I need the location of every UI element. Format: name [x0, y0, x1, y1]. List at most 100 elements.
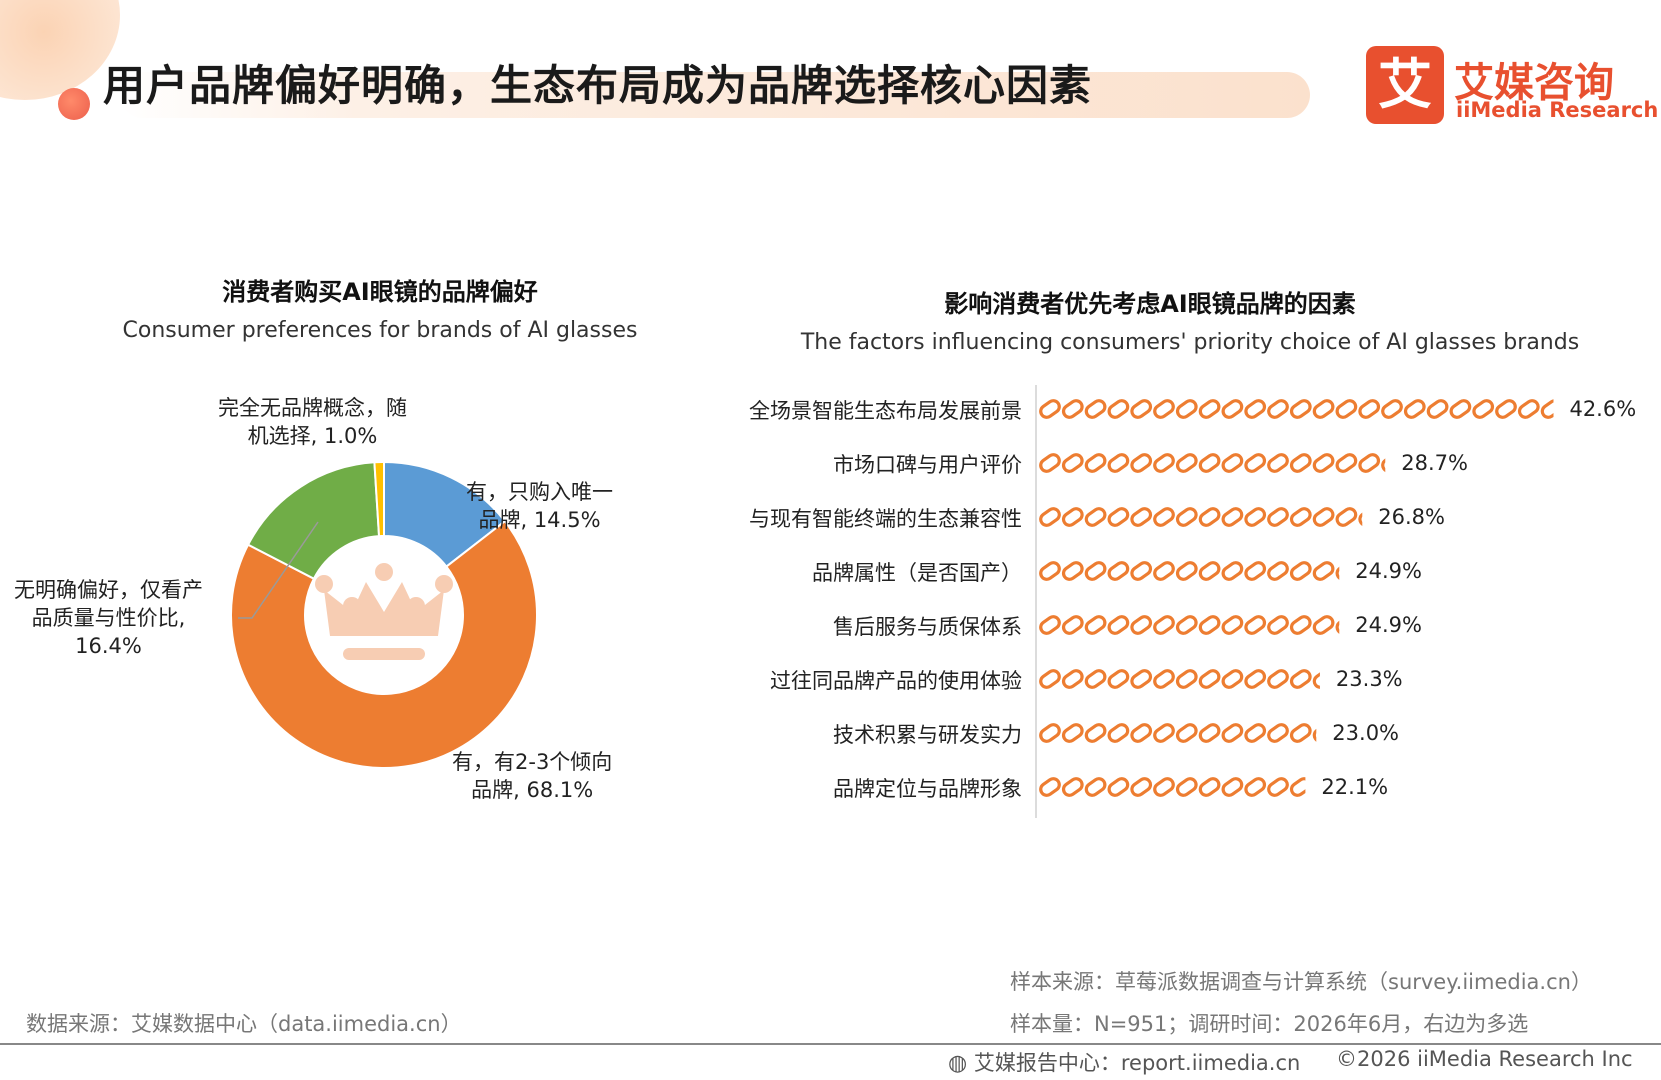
data-source-note: 数据来源：艾媒数据中心（data.iimedia.cn） [26, 1012, 462, 1036]
crown-jewel [435, 575, 453, 593]
crown-jewel [407, 597, 425, 615]
bar [1039, 615, 1340, 635]
slice-label-line: 16.4% [75, 634, 142, 658]
chain-link-icon [1289, 399, 1312, 419]
chain-link-icon [1335, 615, 1340, 635]
chain-link-icon [1107, 615, 1130, 635]
donut-slice [246, 461, 381, 581]
crown-icon [315, 563, 453, 660]
chain-link-icon [1039, 669, 1061, 689]
chain-link-icon [1153, 723, 1175, 743]
chain-link-icon [1426, 399, 1449, 419]
chain-link-icon [1563, 398, 1586, 419]
chain-link-icon [1061, 669, 1084, 689]
chain-link-icon [1175, 723, 1198, 743]
chain-link-icon [1244, 723, 1267, 743]
slice-label-line: 有，有2-3个倾向 [452, 750, 613, 774]
chain-link-icon [1358, 453, 1381, 473]
chain-link-icon [1221, 507, 1244, 527]
chain-link-icon [1381, 453, 1386, 473]
chain-link-icon [1267, 615, 1289, 635]
donut-chart-title: 消费者购买AI眼镜的品牌偏好 [222, 278, 538, 306]
chain-link-icon [1198, 453, 1221, 473]
chain-link-icon [1335, 561, 1340, 581]
chain-link-icon [1084, 777, 1107, 797]
report-center-link[interactable]: ◍ 艾媒报告中心：report.iimedia.cn [948, 1047, 1300, 1077]
chain-link-icon [1039, 453, 1061, 473]
sample-source-note: 样本来源：草莓派数据调查与计算系统（survey.iimedia.cn） [1010, 970, 1592, 994]
value-label: 28.7% [1401, 451, 1468, 475]
value-label: 26.8% [1378, 505, 1445, 529]
chain-link-icon [1221, 723, 1244, 743]
chain-link-icon [1153, 453, 1175, 473]
chain-link-icon [1084, 453, 1107, 473]
chain-link-icon [1358, 399, 1381, 419]
chain-link-icon [1267, 453, 1289, 473]
slice-label-line: 完全无品牌概念，随 [218, 396, 407, 420]
value-label: 42.6% [1569, 397, 1636, 421]
slice-label-line: 品牌, 68.1% [471, 778, 594, 802]
chain-link-icon [1107, 507, 1130, 527]
bar [1039, 507, 1363, 527]
chain-link-icon [1244, 453, 1267, 473]
chain-link-icon [1107, 777, 1130, 797]
slice-label-line: 有，只购入唯一 [466, 480, 613, 504]
chain-link-icon [1221, 615, 1244, 635]
bar-links [1039, 723, 1317, 743]
chain-link-icon [1335, 399, 1358, 419]
category-label: 过往同品牌产品的使用体验 [770, 669, 1022, 693]
slice-label-only-one-brand: 有，只购入唯一 品牌, 14.5% [466, 478, 613, 534]
chain-link-icon [1084, 507, 1107, 527]
chain-link-icon [1335, 668, 1358, 689]
corner-decoration [0, 0, 120, 100]
bar-links [1039, 777, 1306, 797]
chain-link-icon [1061, 723, 1084, 743]
category-label: 技术积累与研发实力 [833, 723, 1022, 747]
chain-link-icon [1335, 507, 1358, 527]
chain-link-icon [1039, 561, 1061, 581]
bar [1039, 723, 1317, 743]
chain-link-icon [1495, 399, 1517, 419]
chain-link-icon [1289, 453, 1312, 473]
chain-link-icon [1153, 777, 1175, 797]
chain-link-icon [1130, 669, 1153, 689]
chain-link-icon [1221, 777, 1244, 797]
chain-link-icon [1198, 507, 1221, 527]
chain-link-icon [1198, 777, 1221, 797]
chain-link-icon [1198, 399, 1221, 419]
chain-link-icon [1221, 561, 1244, 581]
value-label: 23.0% [1332, 721, 1399, 745]
donut-slice [230, 519, 538, 769]
chain-link-icon [1039, 777, 1061, 797]
chain-link-icon [1221, 453, 1244, 473]
chain-link-icon [1198, 561, 1221, 581]
chain-link-icon [1289, 615, 1312, 635]
chain-link-icon [1084, 669, 1107, 689]
slice-label-no-brand-concept: 完全无品牌概念，随 机选择, 1.0% [218, 394, 407, 450]
chain-link-icon [1084, 723, 1107, 743]
chain-link-icon [1244, 615, 1267, 635]
chain-link-icon [1267, 399, 1289, 419]
report-center-text: 艾媒报告中心：report.iimedia.cn [973, 1051, 1301, 1075]
copyright: ©2026 iiMedia Research Inc [1336, 1047, 1633, 1071]
chain-link-icon [1244, 669, 1267, 689]
chain-link-icon [1312, 615, 1335, 635]
chain-link-icon [1449, 399, 1472, 419]
chain-link-icon [1130, 561, 1153, 581]
chain-link-icon [1084, 615, 1107, 635]
chain-link-icon [1312, 669, 1320, 689]
bar [1039, 398, 1586, 419]
chain-link-icon [1472, 399, 1495, 419]
chain-link-icon [1267, 561, 1289, 581]
leader-line [238, 521, 319, 619]
chain-link-icon [1130, 615, 1153, 635]
chain-link-icon [1153, 669, 1175, 689]
bar-links [1039, 561, 1340, 581]
slice-label-two-three-brands: 有，有2-3个倾向 品牌, 68.1% [452, 748, 612, 804]
chain-link-icon [1039, 723, 1061, 743]
chain-link-icon [1517, 399, 1540, 419]
crown-body [324, 582, 444, 636]
value-label: 24.9% [1355, 613, 1422, 637]
bar [1039, 561, 1340, 581]
